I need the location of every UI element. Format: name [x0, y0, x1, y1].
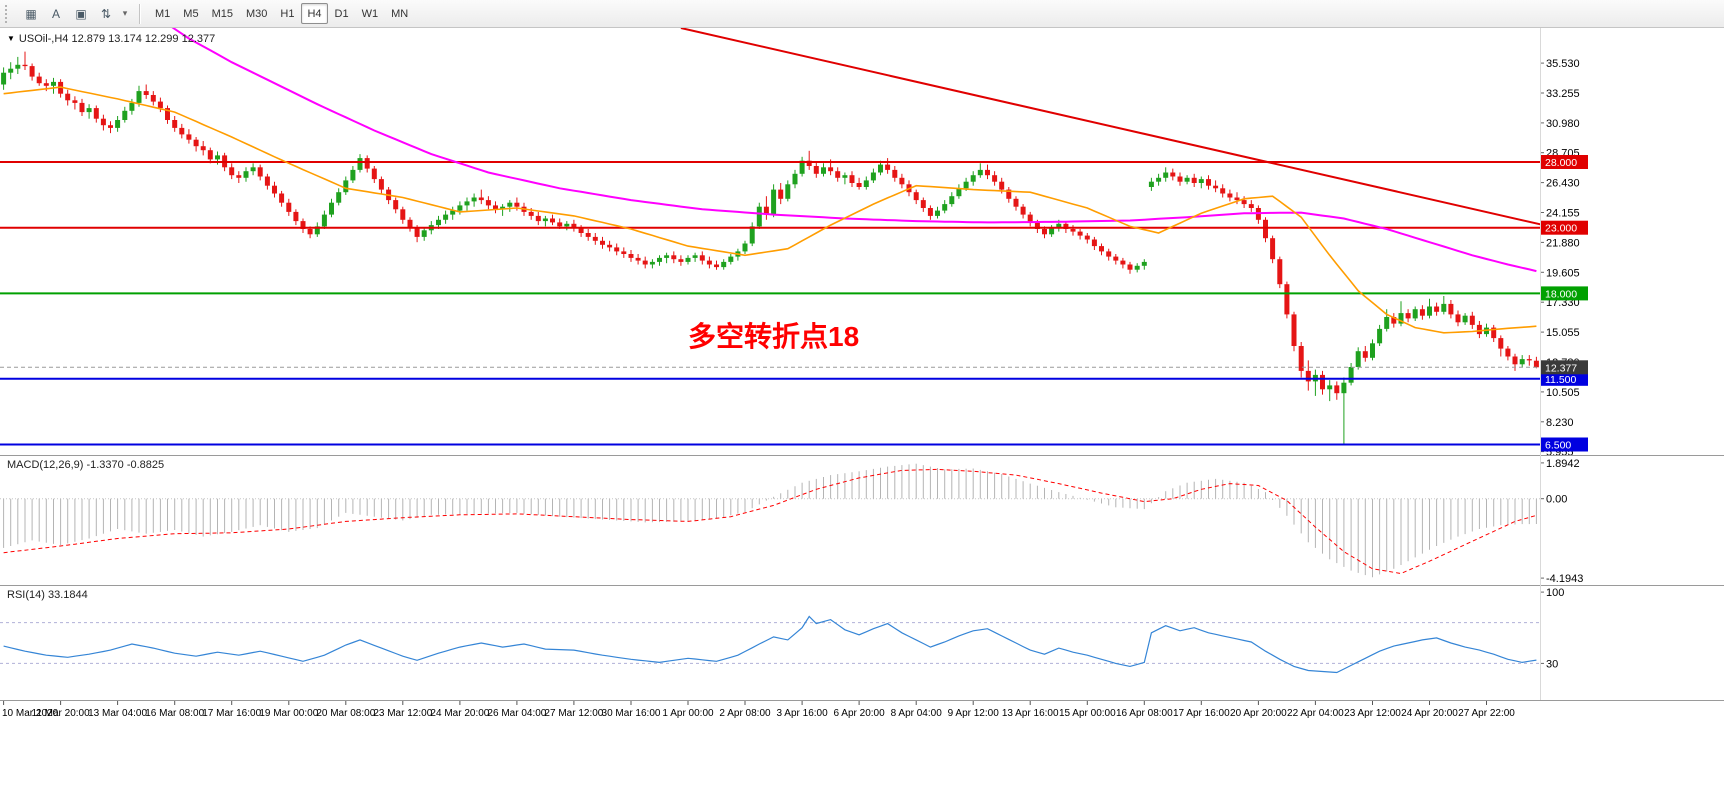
- svg-text:11.500: 11.500: [1545, 374, 1576, 386]
- svg-text:11 Mar 20:00: 11 Mar 20:00: [32, 708, 91, 719]
- price-badge-6.500: 6.500: [1541, 437, 1588, 452]
- rsi-pane[interactable]: [0, 615, 1540, 674]
- timeframe-mn-button[interactable]: MN: [385, 3, 414, 24]
- svg-text:26.430: 26.430: [1546, 178, 1580, 190]
- svg-text:16 Mar 08:00: 16 Mar 08:00: [145, 708, 204, 719]
- order-dropdown-button[interactable]: ▾: [119, 3, 131, 24]
- svg-text:30 Mar 16:00: 30 Mar 16:00: [602, 708, 661, 719]
- price-badge-23.000: 23.000: [1541, 220, 1588, 235]
- timeframe-d1-button[interactable]: D1: [329, 3, 355, 24]
- chart-canvas[interactable]: 35.53033.25530.98028.70526.43024.15521.8…: [0, 28, 1724, 792]
- price-badge-18.000: 18.000: [1541, 286, 1588, 301]
- bid-price-badge: 12.377: [1541, 360, 1588, 375]
- svg-text:1.8942: 1.8942: [1546, 458, 1580, 470]
- text-object-button[interactable]: ▣: [69, 3, 93, 24]
- svg-text:27 Mar 12:00: 27 Mar 12:00: [544, 708, 603, 719]
- svg-text:35.530: 35.530: [1546, 58, 1580, 70]
- rsi-level-lines: [0, 622, 1540, 664]
- toolbar-drag-handle[interactable]: [5, 4, 12, 23]
- svg-text:9 Apr 12:00: 9 Apr 12:00: [948, 708, 1000, 719]
- timeframe-m1-button[interactable]: M1: [149, 3, 176, 24]
- rsi-line: [3, 615, 1537, 674]
- timeframe-m5-button[interactable]: M5: [177, 3, 204, 24]
- svg-text:2 Apr 08:00: 2 Apr 08:00: [719, 708, 771, 719]
- svg-text:23 Apr 12:00: 23 Apr 12:00: [1344, 708, 1401, 719]
- svg-text:16 Apr 08:00: 16 Apr 08:00: [1116, 708, 1173, 719]
- font-a-button[interactable]: A: [44, 3, 68, 24]
- svg-text:21.880: 21.880: [1546, 237, 1580, 249]
- svg-text:0.00: 0.00: [1546, 494, 1567, 506]
- svg-text:13 Mar 04:00: 13 Mar 04:00: [88, 708, 147, 719]
- rsi-axis[interactable]: 100 30: [1540, 587, 1564, 670]
- svg-text:17 Apr 16:00: 17 Apr 16:00: [1173, 708, 1230, 719]
- timeframe-m15-button[interactable]: M15: [206, 3, 239, 24]
- svg-text:18.000: 18.000: [1545, 288, 1577, 300]
- svg-text:22 Apr 04:00: 22 Apr 04:00: [1287, 708, 1344, 719]
- macd-axis[interactable]: 1.8942 0.00 -4.1943: [1540, 458, 1583, 585]
- svg-text:100: 100: [1546, 587, 1564, 599]
- svg-text:12.377: 12.377: [1545, 362, 1577, 374]
- toolbar-separator: [139, 3, 141, 24]
- svg-text:27 Apr 22:00: 27 Apr 22:00: [1458, 708, 1515, 719]
- svg-text:20 Mar 08:00: 20 Mar 08:00: [316, 708, 375, 719]
- svg-text:24 Apr 20:00: 24 Apr 20:00: [1401, 708, 1458, 719]
- svg-text:15.055: 15.055: [1546, 327, 1580, 339]
- svg-text:13 Apr 16:00: 13 Apr 16:00: [1002, 708, 1059, 719]
- ma-slow-line: [171, 28, 1537, 273]
- svg-text:8 Apr 04:00: 8 Apr 04:00: [891, 708, 943, 719]
- svg-text:30: 30: [1546, 658, 1558, 670]
- timeframe-m30-button[interactable]: M30: [240, 3, 273, 24]
- svg-text:20 Apr 20:00: 20 Apr 20:00: [1230, 708, 1287, 719]
- svg-text:-4.1943: -4.1943: [1546, 573, 1583, 585]
- svg-text:8.230: 8.230: [1546, 417, 1574, 429]
- price-badge-11.500: 11.500: [1541, 371, 1588, 386]
- timeframe-h4-button[interactable]: H4: [301, 3, 328, 24]
- svg-text:10.505: 10.505: [1546, 387, 1580, 399]
- svg-text:24.155: 24.155: [1546, 208, 1580, 220]
- svg-text:15 Apr 00:00: 15 Apr 00:00: [1059, 708, 1116, 719]
- svg-text:30.980: 30.980: [1546, 118, 1580, 130]
- svg-text:10 Mar 2020: 10 Mar 2020: [2, 708, 59, 719]
- timeframe-w1-button[interactable]: W1: [356, 3, 385, 24]
- price-badges: 28.000 23.000 18.000 11.500 6.500 12.377: [1541, 155, 1588, 452]
- svg-text:17 Mar 16:00: 17 Mar 16:00: [202, 708, 261, 719]
- annotation-text-object[interactable]: 多空转折点18: [688, 321, 860, 352]
- toolbar: ▦ A ▣ ⇅ ▾ M1 M5 M15 M30 H1 H4 D1 W1 MN: [0, 0, 1724, 28]
- trendline-object[interactable]: [680, 28, 1544, 226]
- timeframe-buttons: M1 M5 M15 M30 H1 H4 D1 W1 MN: [149, 3, 414, 24]
- order-arrows-button[interactable]: ⇅: [94, 3, 118, 24]
- macd-signal-line: [3, 468, 1537, 575]
- svg-text:6.500: 6.500: [1545, 440, 1571, 452]
- pane-separators[interactable]: [0, 28, 1724, 701]
- macd-pane[interactable]: [0, 463, 1540, 578]
- chart-window: 35.530 33.255 30.980 28.705 26.430 24.155 21.8…: [0, 28, 1724, 792]
- svg-text:6 Apr 20:00: 6 Apr 20:00: [834, 708, 886, 719]
- svg-text:19.605: 19.605: [1546, 267, 1580, 279]
- price-badge-28.000: 28.000: [1541, 155, 1588, 169]
- ma-fast-line: [3, 86, 1537, 334]
- svg-text:23.000: 23.000: [1545, 223, 1577, 235]
- svg-text:23 Mar 12:00: 23 Mar 12:00: [373, 708, 432, 719]
- svg-text:26 Mar 04:00: 26 Mar 04:00: [487, 708, 546, 719]
- svg-text:24 Mar 20:00: 24 Mar 20:00: [430, 708, 489, 719]
- toolbar-icon-buttons: ▦ A ▣ ⇅ ▾: [19, 3, 131, 24]
- timeframe-h1-button[interactable]: H1: [274, 3, 300, 24]
- price-axis[interactable]: 35.53033.25530.98028.70526.43024.15521.8…: [1540, 58, 1580, 459]
- svg-text:3 Apr 16:00: 3 Apr 16:00: [777, 708, 829, 719]
- macd-histogram: [3, 463, 1537, 578]
- new-chart-button[interactable]: ▦: [19, 3, 43, 24]
- svg-text:33.255: 33.255: [1546, 88, 1580, 100]
- svg-text:28.000: 28.000: [1545, 157, 1577, 169]
- svg-text:1 Apr 00:00: 1 Apr 00:00: [662, 708, 714, 719]
- svg-text:19 Mar 00:00: 19 Mar 00:00: [259, 708, 318, 719]
- main-price-pane[interactable]: [0, 28, 1544, 446]
